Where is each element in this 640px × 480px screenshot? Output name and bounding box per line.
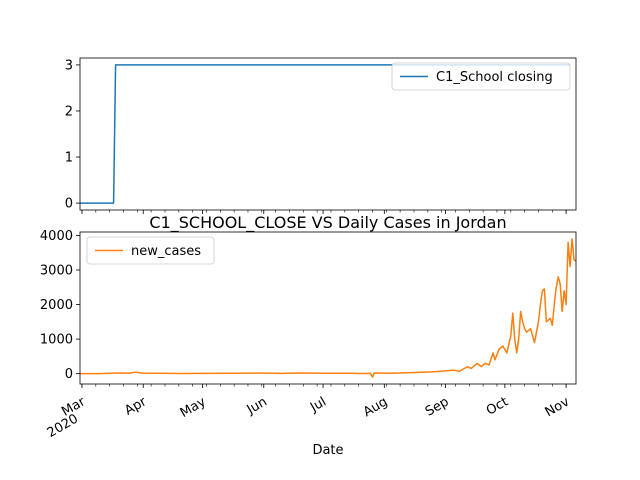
- panel-1: 0 1 2 3 C1_School closing: [65, 57, 577, 214]
- x-tick-label: May: [178, 394, 209, 421]
- plot-frame: [79, 57, 577, 211]
- x-tick-label: Nov: [543, 394, 573, 420]
- y-tick-label: 1000: [40, 333, 73, 348]
- y-tick-label: 3000: [40, 264, 73, 279]
- chart-title: C1_SCHOOL_CLOSE VS Daily Cases in Jordan: [149, 213, 506, 233]
- legend-box: [391, 62, 571, 91]
- x-tick-label: Jul: [307, 394, 329, 415]
- x-tick-label: Aug: [361, 394, 390, 420]
- x-tick-sublabel: 2020: [45, 411, 81, 441]
- plot-frame: [79, 231, 577, 385]
- series-line-new-cases: [79, 238, 577, 378]
- y-tick-label: 0: [65, 197, 73, 212]
- y-tick-label: 4000: [40, 229, 73, 244]
- y-tick-label: 2000: [40, 298, 73, 313]
- x-tick-label: Sep: [423, 394, 452, 419]
- y-tick-label: 0: [65, 367, 73, 382]
- legend: new_cases: [86, 236, 215, 265]
- y-tick-label: 2: [65, 104, 73, 119]
- panel-2: 0 1000 2000 3000 4000 C1_SCHOOL_CLOSE VS Dail…: [40, 213, 577, 388]
- x-tick-label: Oct: [484, 394, 511, 418]
- legend-box: [86, 236, 215, 265]
- y-tick-label: 1: [65, 151, 73, 166]
- series-line-c1-school-closing: [80, 64, 571, 204]
- legend-label: C1_School closing: [436, 70, 553, 85]
- x-axis-title: Date: [312, 443, 343, 458]
- y-tick-label: 3: [65, 58, 73, 73]
- x-tick-label: Apr: [122, 394, 150, 419]
- legend: C1_School closing: [391, 62, 571, 91]
- legend-label: new_cases: [131, 244, 201, 259]
- x-tick-label: Jun: [244, 394, 270, 418]
